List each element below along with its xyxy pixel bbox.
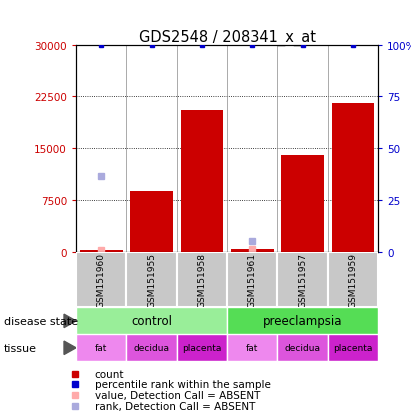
- Bar: [277, 335, 328, 361]
- Text: GSM151957: GSM151957: [298, 252, 307, 307]
- Bar: [227, 335, 277, 361]
- Polygon shape: [64, 341, 76, 355]
- Text: GSM151955: GSM151955: [147, 252, 156, 307]
- Text: percentile rank within the sample: percentile rank within the sample: [95, 380, 270, 389]
- Text: control: control: [131, 315, 172, 328]
- Bar: [80, 251, 122, 252]
- Bar: [76, 252, 127, 308]
- Text: disease state: disease state: [4, 316, 78, 326]
- Text: GSM151959: GSM151959: [349, 252, 358, 307]
- Bar: [127, 252, 177, 308]
- Bar: [328, 252, 378, 308]
- Bar: [328, 335, 378, 361]
- Bar: [281, 156, 324, 252]
- Text: fat: fat: [246, 344, 259, 352]
- Text: GSM151958: GSM151958: [197, 252, 206, 307]
- Bar: [227, 252, 277, 308]
- Text: count: count: [95, 369, 124, 379]
- Bar: [332, 104, 374, 252]
- Text: tissue: tissue: [4, 343, 37, 353]
- Text: preeclampsia: preeclampsia: [263, 315, 342, 328]
- Bar: [127, 335, 177, 361]
- Bar: [76, 308, 227, 335]
- Text: placenta: placenta: [182, 344, 222, 352]
- Title: GDS2548 / 208341_x_at: GDS2548 / 208341_x_at: [139, 29, 316, 45]
- Bar: [177, 335, 227, 361]
- Text: GSM151960: GSM151960: [97, 252, 106, 307]
- Text: placenta: placenta: [333, 344, 373, 352]
- Text: rank, Detection Call = ABSENT: rank, Detection Call = ABSENT: [95, 401, 255, 411]
- Text: fat: fat: [95, 344, 107, 352]
- Text: decidua: decidua: [284, 344, 321, 352]
- Bar: [76, 335, 127, 361]
- Text: GSM151961: GSM151961: [248, 252, 257, 307]
- Text: value, Detection Call = ABSENT: value, Detection Call = ABSENT: [95, 390, 260, 400]
- Bar: [180, 111, 223, 252]
- Bar: [130, 191, 173, 252]
- Text: decidua: decidua: [134, 344, 170, 352]
- Bar: [231, 250, 274, 252]
- Polygon shape: [64, 314, 76, 328]
- Bar: [177, 252, 227, 308]
- Bar: [277, 252, 328, 308]
- Bar: [227, 308, 378, 335]
